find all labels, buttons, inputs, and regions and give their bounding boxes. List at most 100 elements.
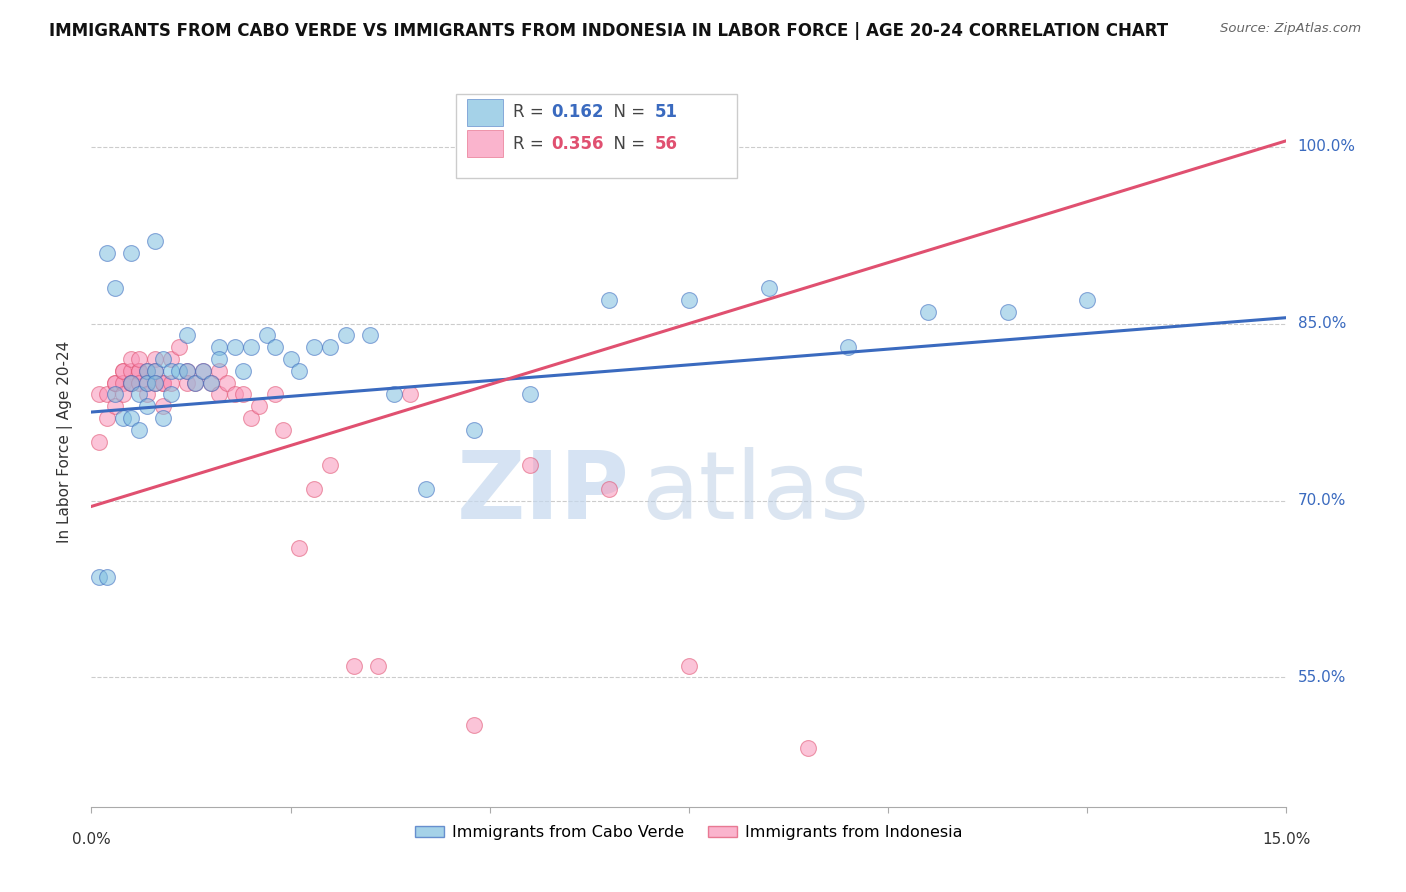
Point [271, 423, 294, 437]
Point [208, 340, 231, 354]
Point [519, 458, 541, 472]
Point [143, 351, 166, 366]
Point [280, 351, 302, 366]
FancyBboxPatch shape [467, 99, 502, 126]
Point [176, 364, 198, 378]
Point [224, 387, 246, 401]
Point [136, 376, 159, 390]
Point [215, 376, 238, 390]
Point [89, 387, 111, 401]
Point [160, 351, 183, 366]
Point [176, 328, 198, 343]
Point [263, 340, 285, 354]
Point [136, 376, 159, 390]
Point [678, 658, 700, 673]
Point [208, 364, 231, 378]
Text: R =: R = [513, 103, 550, 121]
Point [678, 293, 700, 307]
Point [152, 411, 174, 425]
Point [304, 482, 326, 496]
Point [120, 376, 142, 390]
Point [239, 411, 262, 425]
Point [598, 482, 620, 496]
Point [120, 351, 142, 366]
Point [167, 364, 190, 378]
Point [96, 570, 118, 584]
Text: 0.0%: 0.0% [72, 832, 111, 847]
Point [598, 293, 620, 307]
Point [152, 376, 174, 390]
Point [112, 411, 135, 425]
Point [208, 387, 231, 401]
Point [89, 570, 111, 584]
Point [89, 434, 111, 449]
Text: 0.356: 0.356 [551, 135, 605, 153]
Point [191, 364, 214, 378]
Point [319, 340, 342, 354]
Point [160, 387, 183, 401]
Text: 55.0%: 55.0% [1298, 670, 1346, 685]
Point [191, 364, 214, 378]
Text: 15.0%: 15.0% [1263, 832, 1310, 847]
Text: IMMIGRANTS FROM CABO VERDE VS IMMIGRANTS FROM INDONESIA IN LABOR FORCE | AGE 20-: IMMIGRANTS FROM CABO VERDE VS IMMIGRANTS… [49, 22, 1168, 40]
Point [104, 281, 127, 295]
Point [176, 376, 198, 390]
Text: 0.162: 0.162 [551, 103, 605, 121]
Point [120, 245, 142, 260]
Point [104, 376, 127, 390]
Point [128, 364, 150, 378]
Text: 70.0%: 70.0% [1298, 493, 1346, 508]
Point [304, 340, 326, 354]
Point [184, 376, 207, 390]
Point [519, 387, 541, 401]
Point [112, 376, 135, 390]
FancyBboxPatch shape [456, 95, 737, 178]
Point [382, 387, 405, 401]
Point [200, 376, 222, 390]
Point [335, 328, 357, 343]
Point [143, 364, 166, 378]
Point [136, 364, 159, 378]
Point [287, 541, 309, 555]
Point [463, 423, 485, 437]
Point [104, 376, 127, 390]
Point [758, 281, 780, 295]
Point [112, 364, 135, 378]
Point [128, 351, 150, 366]
Point [343, 658, 366, 673]
Point [120, 376, 142, 390]
Y-axis label: In Labor Force | Age 20-24: In Labor Force | Age 20-24 [56, 341, 73, 542]
Point [136, 387, 159, 401]
Point [152, 399, 174, 413]
Text: N =: N = [603, 135, 650, 153]
Point [120, 364, 142, 378]
Point [143, 234, 166, 248]
Point [367, 658, 389, 673]
FancyBboxPatch shape [467, 130, 502, 157]
Point [415, 482, 437, 496]
Text: 85.0%: 85.0% [1298, 316, 1346, 331]
Text: 51: 51 [654, 103, 678, 121]
Point [152, 351, 174, 366]
Point [152, 376, 174, 390]
Point [143, 364, 166, 378]
Point [96, 387, 118, 401]
Point [232, 364, 254, 378]
Point [232, 387, 254, 401]
Point [136, 399, 159, 413]
Point [128, 423, 150, 437]
Point [104, 387, 127, 401]
Point [1076, 293, 1098, 307]
Text: N =: N = [603, 103, 650, 121]
Point [224, 340, 246, 354]
Point [104, 399, 127, 413]
Point [319, 458, 342, 472]
Legend: Immigrants from Cabo Verde, Immigrants from Indonesia: Immigrants from Cabo Verde, Immigrants f… [409, 819, 969, 847]
Point [399, 387, 422, 401]
Point [160, 376, 183, 390]
Point [120, 376, 142, 390]
Point [797, 741, 820, 756]
Text: 100.0%: 100.0% [1298, 139, 1355, 154]
Point [247, 399, 270, 413]
Point [359, 328, 381, 343]
